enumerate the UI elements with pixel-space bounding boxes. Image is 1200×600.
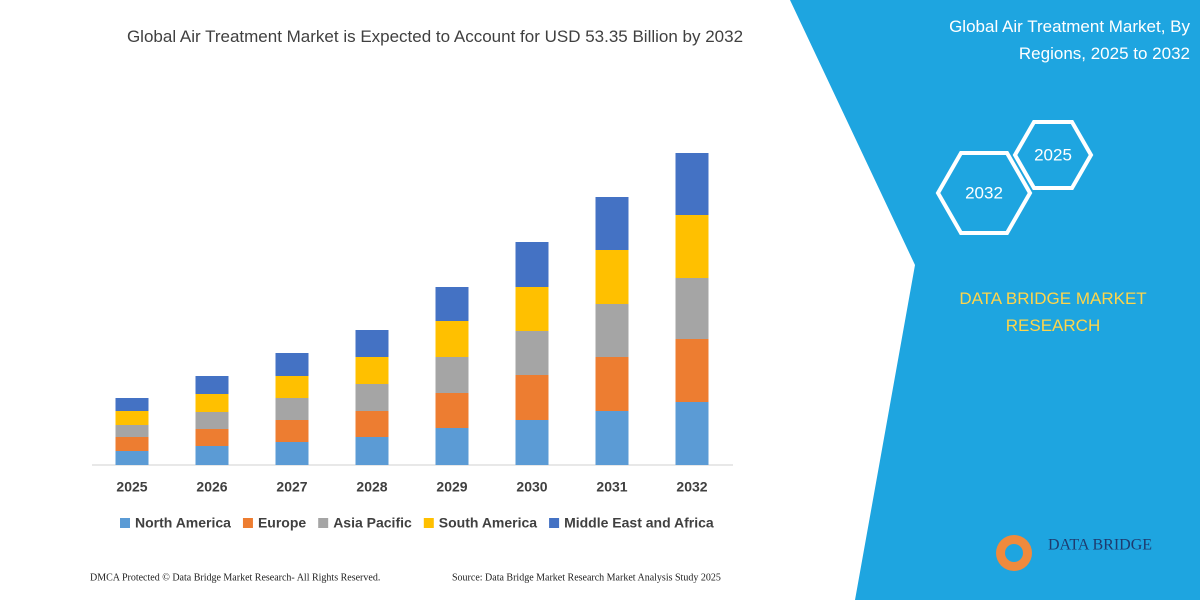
bar-segment <box>115 411 149 425</box>
bar-segment <box>515 420 549 465</box>
bar-segment <box>675 339 709 402</box>
brand-text: DATA BRIDGE MARKET RESEARCH <box>959 289 1146 335</box>
x-tick-label: 2027 <box>276 479 307 495</box>
bar-segment <box>595 304 629 357</box>
bar-segment <box>515 242 549 287</box>
bar-segment <box>595 250 629 304</box>
bar-segment <box>195 394 229 412</box>
x-tick-label: 2026 <box>196 479 227 495</box>
bar-segment <box>115 451 149 465</box>
bar-segment <box>435 393 469 428</box>
bar-segment <box>275 398 309 420</box>
bar-segment <box>195 412 229 429</box>
bar-segment <box>435 321 469 357</box>
bar-segment <box>355 384 389 411</box>
legend-label: South America <box>439 515 537 531</box>
side-panel <box>790 0 1200 600</box>
bar-segment <box>275 353 309 376</box>
x-tick-label: 2025 <box>116 479 147 495</box>
bar-segment <box>515 375 549 420</box>
logo-mark <box>1005 544 1023 562</box>
logo-text: DATA BRIDGE <box>1048 537 1152 554</box>
bar-segment <box>595 411 629 465</box>
bar-segment <box>675 278 709 339</box>
legend-swatch <box>423 518 434 528</box>
bar-segment <box>195 446 229 465</box>
bar-segment <box>595 357 629 411</box>
bar-segment <box>355 330 389 357</box>
legend-label: Middle East and Africa <box>564 515 714 531</box>
bar-segment <box>435 287 469 321</box>
bar-segment <box>675 215 709 278</box>
bar-segment <box>115 437 149 451</box>
bar-segment <box>435 428 469 465</box>
bar-segment <box>115 398 149 411</box>
bar-segment <box>435 357 469 393</box>
bar-segment <box>275 420 309 442</box>
bar-segment <box>515 287 549 331</box>
hexagon-label: 2032 <box>965 183 1003 202</box>
bar-segment <box>355 411 389 437</box>
bar-segment <box>275 442 309 465</box>
bar-segment <box>195 376 229 394</box>
bar-segment <box>195 429 229 446</box>
chart-title: Global Air Treatment Market is Expected … <box>127 27 743 46</box>
panel-title: Global Air Treatment Market, By Regions, … <box>949 17 1190 63</box>
x-tick-label: 2031 <box>596 479 627 495</box>
bar-segment <box>515 331 549 375</box>
hexagon-label: 2025 <box>1034 145 1072 164</box>
bar-segment <box>275 376 309 398</box>
x-tick-label: 2032 <box>676 479 707 495</box>
footer-left: DMCA Protected © Data Bridge Market Rese… <box>90 572 380 583</box>
legend-swatch <box>549 518 560 528</box>
hexagon <box>935 151 1033 235</box>
x-tick-label: 2030 <box>516 479 547 495</box>
legend-label: North America <box>135 515 231 531</box>
legend-swatch <box>318 518 329 528</box>
hexagon <box>1012 120 1094 190</box>
bar-segment <box>675 153 709 215</box>
bar-segment <box>595 197 629 250</box>
bar-segment <box>115 425 149 437</box>
bar-segment <box>675 402 709 465</box>
bar-segment <box>355 357 389 384</box>
x-tick-label: 2029 <box>436 479 467 495</box>
legend-label: Asia Pacific <box>333 515 412 531</box>
x-tick-label: 2028 <box>356 479 387 495</box>
legend-label: Europe <box>258 515 306 531</box>
footer-right: Source: Data Bridge Market Research Mark… <box>452 572 721 583</box>
legend-swatch <box>120 518 130 528</box>
legend-swatch <box>242 518 253 528</box>
bar-segment <box>355 437 389 465</box>
